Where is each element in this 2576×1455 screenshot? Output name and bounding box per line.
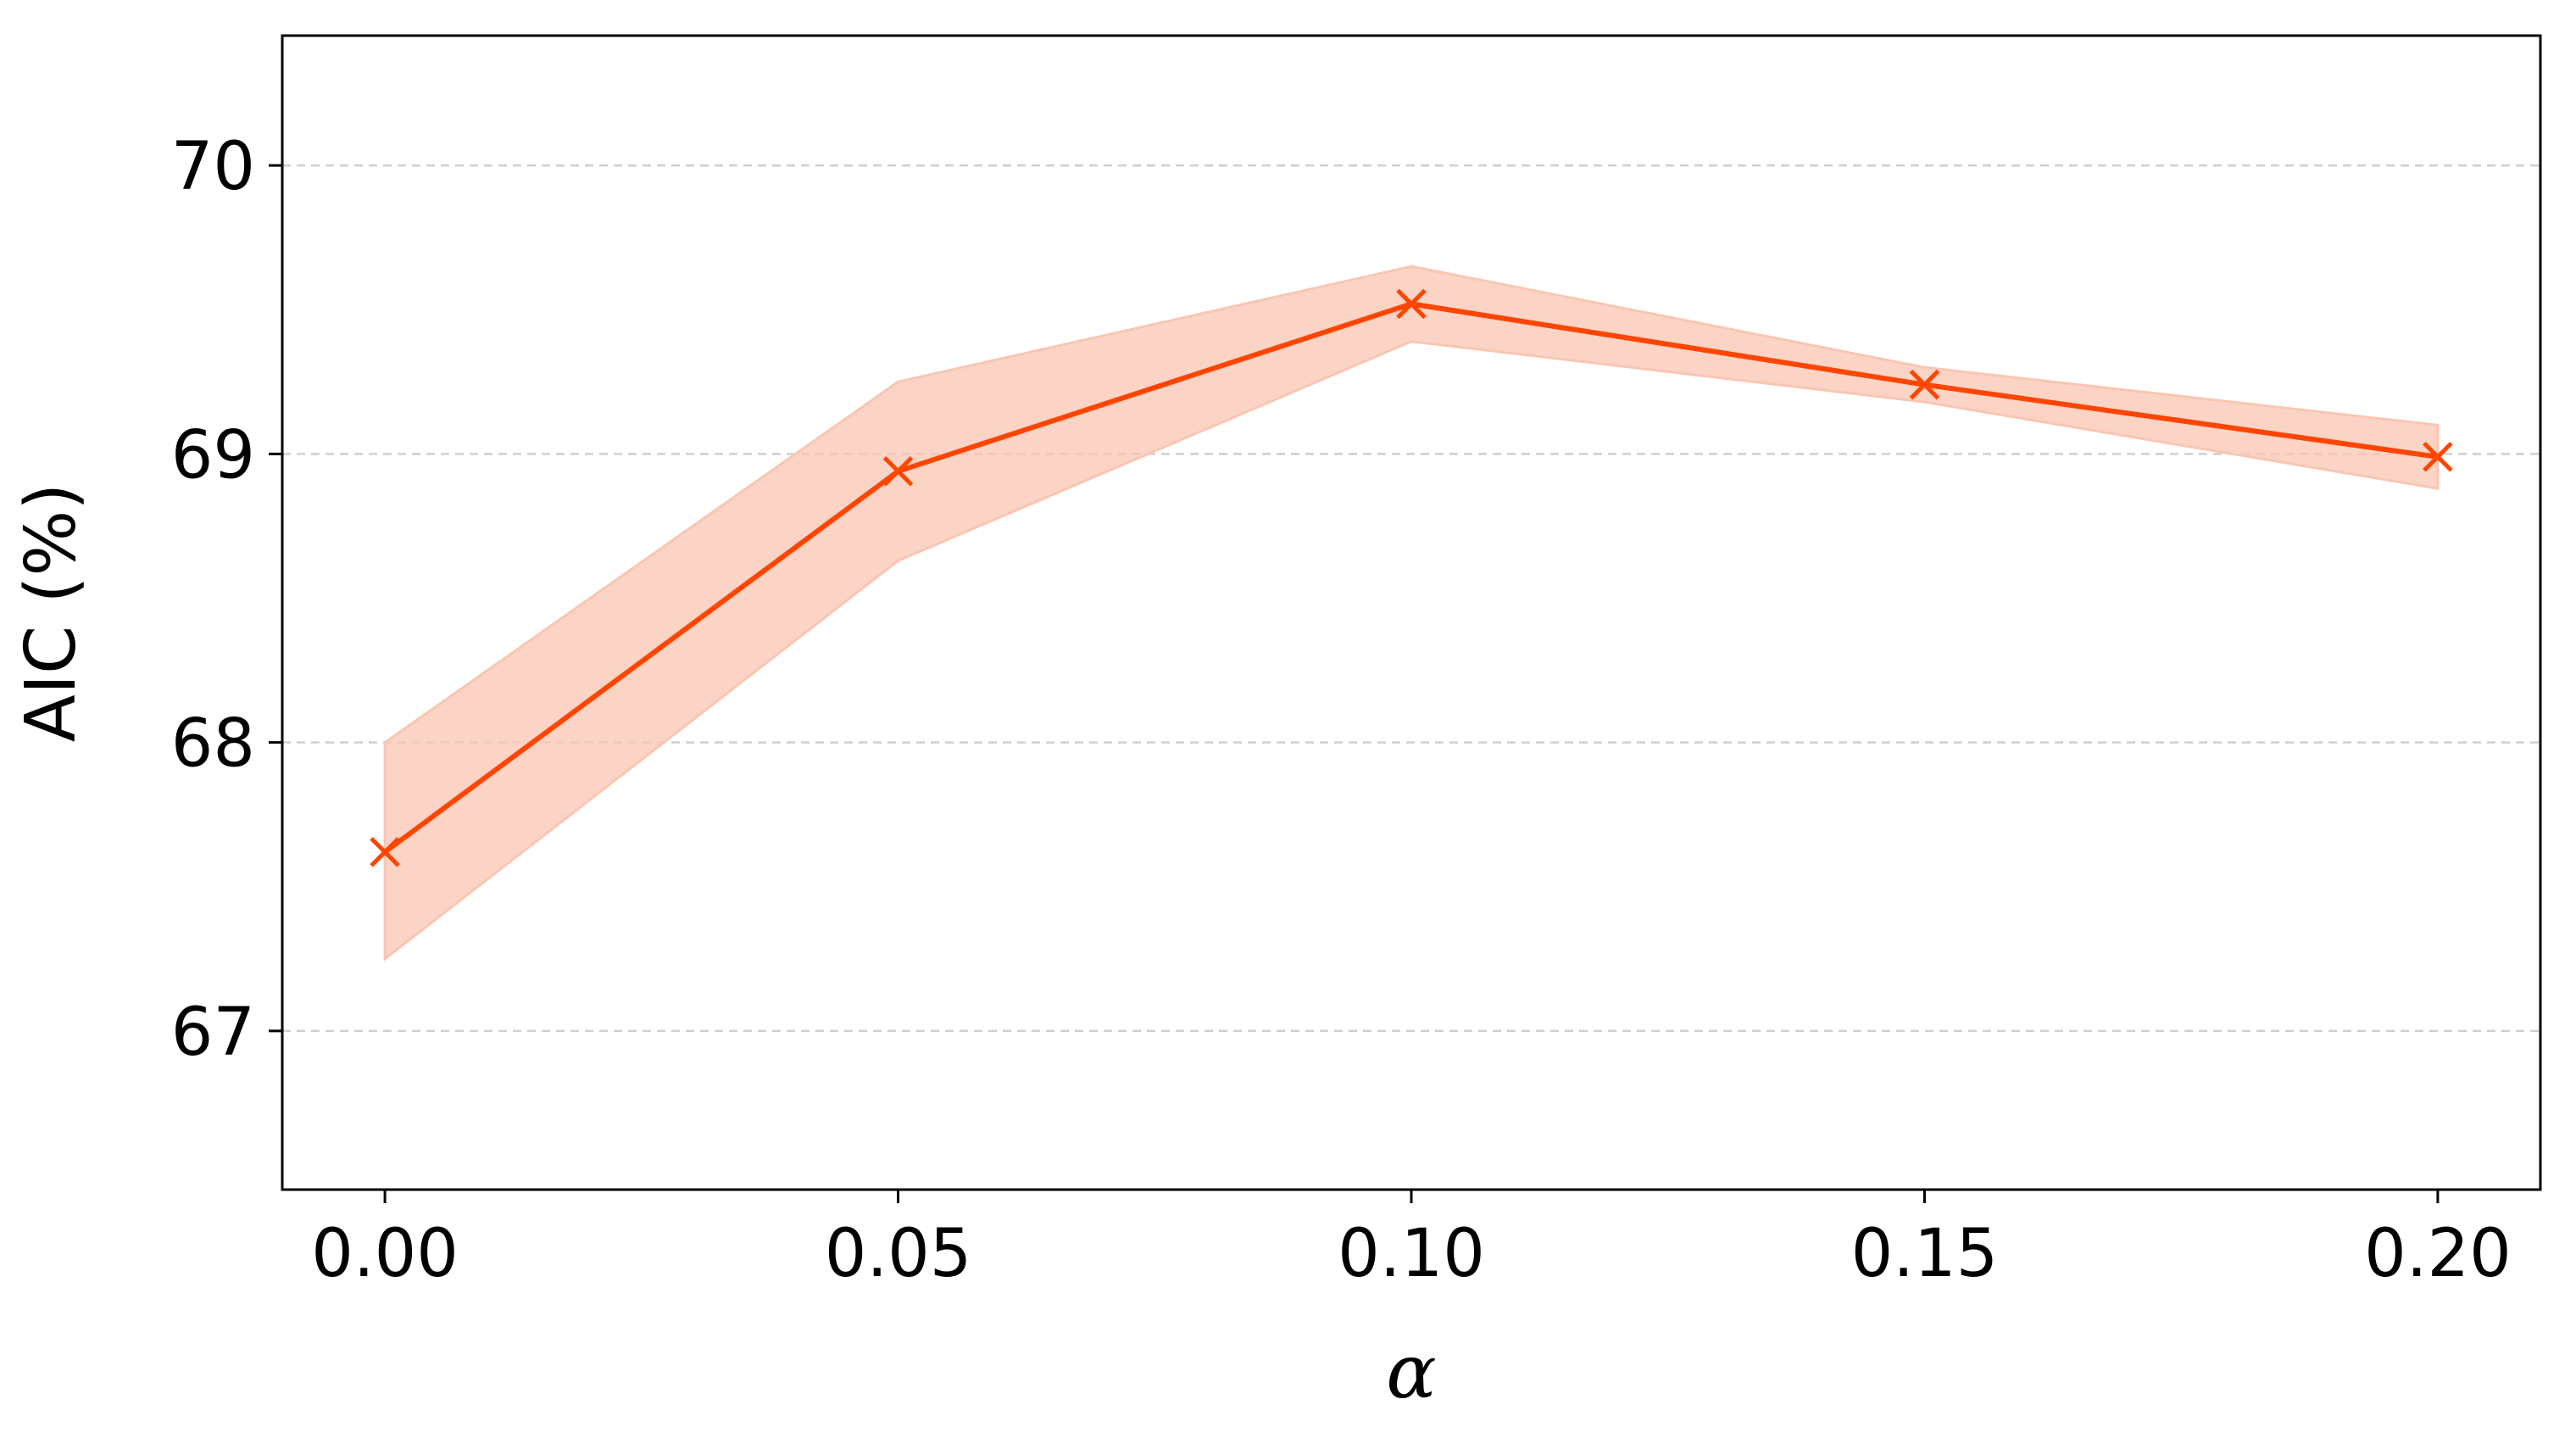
markers-layer — [370, 288, 2453, 867]
data-point-0.10 — [1396, 288, 1427, 320]
confidence-band — [383, 265, 2440, 962]
x-tick-label: 0.00 — [311, 1216, 459, 1292]
y-tick-label: 67 — [171, 995, 255, 1071]
x-axis-label: α — [1386, 1328, 1436, 1415]
x-tick-label: 0.05 — [825, 1216, 972, 1292]
y-axis: 67 68 69 70 — [171, 129, 282, 1071]
data-point-0.20 — [2423, 441, 2453, 472]
confidence-band-layer — [383, 265, 2440, 962]
x-tick-label: 0.15 — [1851, 1216, 1999, 1292]
x-tick-label: 0.10 — [1338, 1216, 1485, 1292]
y-tick-label: 69 — [171, 417, 255, 493]
data-point-0.00 — [370, 837, 400, 867]
x-tick-label: 0.20 — [2364, 1216, 2512, 1292]
y-axis-label: AIC (%) — [11, 483, 92, 743]
y-tick-label: 70 — [171, 129, 255, 205]
x-axis: 0.00 0.05 0.10 0.15 0.20 — [311, 1190, 2512, 1292]
y-tick-label: 68 — [171, 706, 255, 783]
data-point-0.05 — [882, 456, 914, 487]
data-point-0.15 — [1909, 369, 1940, 400]
